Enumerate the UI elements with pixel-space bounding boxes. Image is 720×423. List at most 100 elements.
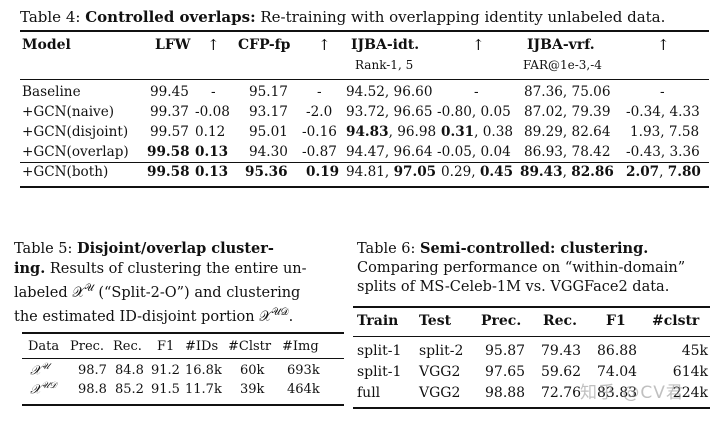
t6-header: Test [419,313,452,329]
t4-cell-model: +GCN(naive) [22,104,115,120]
table4-caption: Table 4: Controlled overlaps: Re-trainin… [20,8,665,27]
t4-cell-vrf: 87.02, 79.39 [524,104,611,120]
t5-cell-data-sym: 𝒳 [30,363,42,379]
t5-cell: 16.8k [185,363,222,378]
t4-cell-delta: -2.0 [306,104,333,120]
t4-cell-delta: 0.13 [195,164,229,180]
t5-cell: 39k [240,382,265,397]
t5-cell-data-sup: 𝒰𝒟 [41,381,57,391]
t5-cell: 84.8 [115,363,144,378]
t4-cell-idt: 94.47, 96.64 [346,144,433,160]
t6-header: Train [357,313,399,329]
t4-cell-idt: 94.83, 96.98 [346,124,437,140]
t6-cell: 72.76 [541,385,582,401]
t5-cell: 11.7k [185,382,222,397]
table5-caption-text: (“Split-2-O”) and clustering [93,284,301,301]
t6-cell: 86.88 [597,343,638,359]
t4-cell-vrf-b: 82.86 [571,164,614,180]
t4-cell-lfw: 99.57 [150,124,189,140]
t4-cell-idt-b: 97.05 [393,164,437,180]
table4-top-rule [20,30,709,32]
table4-bottom-rule [20,186,709,188]
t6-cell: 224k [672,385,708,401]
table6-title: Semi-controlled: clustering. [420,240,649,257]
table5-title-cont: ing. [14,260,46,277]
t6-header: #clstr [652,313,700,329]
table4-title: Controlled overlaps: [85,8,256,26]
t5-header: Prec. [70,339,105,354]
up-arrow-icon: ↑ [207,36,220,54]
t6-cell: VGG2 [419,385,461,401]
t4-cell-model: +GCN(disjoint) [22,124,129,140]
t4-cell-model: Baseline [22,84,81,100]
t4-cell-idt: 94.81, 97.05 [346,164,437,180]
t5-cell: 464k [287,382,320,397]
t4-cell-delta: - [474,84,479,100]
table4-mid-rule [20,79,709,80]
t5-cell: 98.7 [78,363,107,378]
t5-cell-data: 𝒳𝒰 [30,362,49,378]
t4-cell-delta: - [317,84,322,100]
t6-header: Rec. [543,313,577,329]
t4-cell-lfw: 99.58 [147,164,190,180]
t5-header: #Img [282,339,319,354]
t4-cell-delta: 0.29, 0.45 [441,164,514,180]
t6-cell: 59.62 [541,364,582,380]
table5-caption-sup: 𝒰𝒟 [271,306,289,318]
up-arrow-icon: ↑ [318,36,331,54]
t4-cell-delta: -0.34, 4.33 [626,104,700,120]
t4-cell-model: +GCN(overlap) [22,144,129,160]
t4-cell-delta: 2.07, 7.80 [626,164,701,180]
t4-cell-vrf: 89.43, 82.86 [520,164,614,180]
t6-header: Prec. [481,313,522,329]
t4-cell-idt-b: 96.98 [397,124,437,140]
t4-cell-delta: -0.16 [302,124,337,140]
table5-caption-text: the estimated ID-disjoint portion 𝒳 [14,308,272,325]
table4-label: Table 4: [20,8,81,26]
t4-cell-vrf-a: 89.43 [520,164,563,180]
t4-header-ijba-idt: IJBA-idt. [351,37,420,53]
t5-cell-data: 𝒳𝒰𝒟 [30,381,56,397]
table5-label: Table 5: [14,241,73,257]
t4-cell-lfw: 99.45 [150,84,189,100]
t4-cell-cfp: 95.36 [245,164,288,180]
t4-cell-vrf: 86.93, 78.42 [524,144,611,160]
up-arrow-icon: ↑ [472,36,485,54]
table6-caption-text: splits of MS-Celeb-1M vs. VGGFace2 data. [357,279,670,295]
table6-label: Table 6: [357,241,416,257]
t4-cell-d3-b: 0.38 [482,124,514,140]
t4-cell-cfp: 94.30 [249,144,288,160]
t4-cell-idt: 94.52, 96.60 [346,84,433,100]
t6-cell: 98.88 [485,385,526,401]
t4-cell-delta: 0.13 [195,144,229,160]
t5-cell: 693k [287,363,320,378]
t4-cell-delta: 0.19 [306,164,340,180]
t5-cell-data-sup: 𝒰 [41,362,50,372]
t5-cell: 60k [240,363,265,378]
t4-cell-vrf: 87.36, 75.06 [524,84,611,100]
t6-cell: 45k [681,343,708,359]
t4-sub-idt: Rank-1, 5 [355,58,414,72]
table5-caption-text: . [288,308,294,325]
t4-cell-delta: 0.31, 0.38 [441,124,514,140]
table4-caption-text: Re-training with overlapping identity un… [260,8,666,26]
t4-cell-delta: -0.43, 3.36 [626,144,700,160]
t4-cell-idt-a: 94.83 [346,124,389,140]
t5-cell: 91.2 [151,363,180,378]
t5-header: #Clstr [228,339,272,354]
t4-cell-d3-b: 0.45 [479,164,514,180]
table6-top-rule [353,306,710,308]
t5-cell: 91.5 [151,382,180,397]
t4-cell-lfw: 99.58 [147,144,190,160]
t4-cell-delta: - [660,84,665,100]
t6-cell: 83.83 [597,385,638,401]
up-arrow-icon: ↑ [657,36,670,54]
t4-cell-delta: 1.93, 7.58 [630,124,700,140]
t4-header-lfw: LFW [155,37,191,53]
t4-cell-d4-b: 7.80 [667,164,701,180]
table6-caption-text: Comparing performance on “within-domain” [357,260,686,276]
t6-cell: 79.43 [541,343,582,359]
t4-cell-cfp: 95.17 [249,84,288,100]
table5-mid-rule [22,358,344,359]
watermark: 知乎 @CV君 [580,383,684,403]
